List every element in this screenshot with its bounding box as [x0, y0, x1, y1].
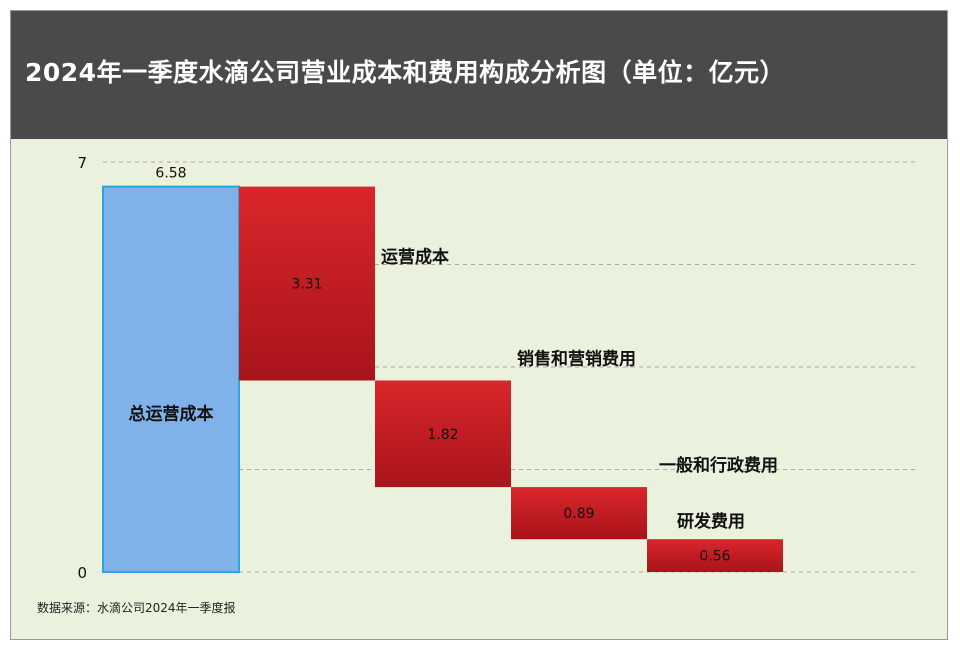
- chart-frame: 2024年一季度水滴公司营业成本和费用构成分析图（单位：亿元） 0 7 6.58 总运…: [10, 10, 948, 640]
- y-tick-label: 7: [77, 154, 87, 172]
- chart-title: 2024年一季度水滴公司营业成本和费用构成分析图（单位：亿元）: [25, 58, 786, 87]
- cost-value-label: 3.31: [291, 277, 322, 293]
- total-bar: [102, 185, 240, 573]
- cost-bar: [375, 380, 511, 488]
- cost-bar: [647, 539, 783, 572]
- y-tick-label: 0: [77, 564, 87, 582]
- cost-bar: [511, 487, 647, 540]
- cost-category-label: 销售和营销费用: [517, 348, 636, 369]
- cost-category-label: 研发费用: [677, 511, 745, 532]
- total-value-label: 6.58: [155, 166, 186, 182]
- waterfall-chart: 0 7 6.58 总运营成本 3.31 运营成本 1.82 销售和营销费用 0.89 一般和行政费…: [77, 154, 916, 582]
- cost-category-label: 一般和行政费用: [659, 455, 778, 476]
- data-source-note: 数据来源：水滴公司2024年一季度报: [37, 601, 236, 615]
- cost-value-label: 1.82: [427, 427, 458, 443]
- cost-value-label: 0.89: [563, 506, 594, 522]
- cost-value-label: 0.56: [699, 549, 730, 565]
- title-bar: 2024年一季度水滴公司营业成本和费用构成分析图（单位：亿元）: [11, 11, 947, 139]
- total-bar-label: 总运营成本: [129, 403, 214, 424]
- cost-category-label: 运营成本: [381, 247, 449, 268]
- cost-bar: [239, 186, 375, 381]
